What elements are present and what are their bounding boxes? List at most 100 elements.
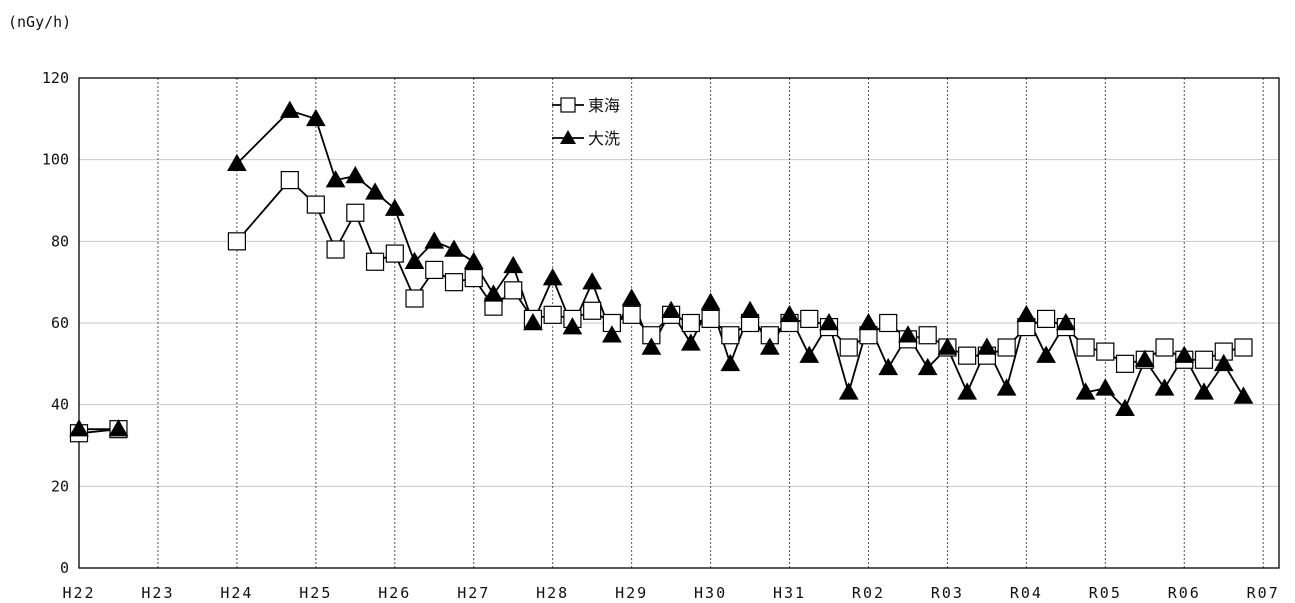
data-point	[1096, 342, 1115, 361]
data-point	[602, 325, 622, 343]
x-tick-label: H22	[62, 584, 95, 602]
data-point	[542, 268, 563, 286]
data-point	[838, 382, 859, 400]
data-point	[681, 313, 700, 333]
data-point	[720, 353, 741, 372]
data-point	[800, 309, 819, 329]
x-tick-label: R02	[852, 584, 885, 602]
y-tick-label: 40	[51, 396, 69, 414]
data-point	[444, 273, 464, 292]
data-point	[444, 239, 464, 257]
data-point	[1075, 382, 1096, 400]
x-tick-label: H26	[378, 584, 411, 602]
data-point	[701, 309, 720, 329]
x-tick-label: R07	[1247, 584, 1280, 602]
data-point	[279, 100, 300, 118]
data-point	[977, 337, 997, 355]
data-point	[1076, 338, 1095, 357]
x-tick-label: R05	[1089, 584, 1122, 602]
data-point	[799, 345, 820, 363]
y-tick-label: 100	[42, 151, 69, 169]
data-point	[661, 300, 681, 318]
x-tick-label: H31	[773, 584, 806, 602]
data-point	[483, 284, 504, 302]
x-tick-label: R03	[931, 584, 964, 602]
markers-filled-triangle	[69, 100, 1254, 437]
data-point	[1233, 386, 1254, 404]
series-filled-triangle	[79, 109, 1245, 431]
data-point	[69, 419, 89, 437]
data-point	[957, 382, 978, 400]
data-point	[582, 272, 603, 290]
legend-marker	[560, 97, 576, 113]
data-point	[562, 317, 583, 335]
data-point	[385, 244, 404, 263]
data-series	[69, 100, 1254, 443]
series-open-square	[78, 178, 1244, 435]
x-tick-label: H25	[299, 584, 332, 602]
data-point	[306, 195, 325, 214]
data-point	[227, 153, 247, 171]
data-point	[583, 301, 602, 320]
x-tick-label: R06	[1168, 584, 1201, 602]
x-tick-label: H23	[141, 584, 174, 602]
markers-open-square	[69, 170, 1253, 443]
data-point	[898, 325, 918, 343]
data-point	[1036, 345, 1056, 363]
data-point	[1134, 349, 1155, 367]
data-point	[858, 312, 879, 331]
y-tick-label: 80	[51, 232, 69, 250]
data-point	[365, 252, 385, 271]
x-tick-label: H27	[457, 584, 490, 602]
y-tick-labels: 0 20 40 60 80 100 120	[42, 69, 69, 577]
data-point	[1055, 312, 1076, 331]
data-point	[641, 337, 662, 355]
x-tick-label: H24	[220, 584, 253, 602]
data-point	[1155, 338, 1174, 357]
data-point	[305, 108, 326, 127]
legend-label: 大洗	[588, 129, 620, 148]
data-point	[1154, 378, 1175, 396]
data-point	[523, 312, 543, 331]
y-tick-label: 0	[60, 559, 69, 577]
data-point	[404, 251, 425, 269]
data-point	[1016, 304, 1037, 323]
y-tick-label: 120	[42, 69, 69, 87]
data-point	[917, 357, 938, 376]
data-point	[325, 170, 346, 188]
x-tick-label: R04	[1010, 584, 1043, 602]
data-point	[1095, 378, 1116, 396]
data-point	[879, 313, 898, 333]
data-point	[346, 203, 365, 222]
data-point	[543, 305, 562, 324]
data-point	[1037, 309, 1056, 329]
data-point	[997, 338, 1016, 357]
data-point	[227, 232, 246, 251]
x-tick-label: H30	[694, 584, 727, 602]
data-point	[958, 346, 977, 365]
data-point	[424, 231, 445, 249]
data-point	[463, 251, 484, 269]
data-point	[996, 378, 1017, 396]
data-point	[1213, 353, 1234, 372]
data-point	[839, 338, 858, 357]
data-point	[384, 198, 405, 216]
data-point	[504, 281, 523, 300]
y-tick-label: 60	[51, 314, 69, 332]
data-point	[918, 326, 937, 345]
data-point	[721, 326, 740, 345]
data-point	[365, 182, 385, 200]
data-point	[740, 300, 760, 318]
data-point	[878, 357, 899, 376]
data-point	[819, 312, 839, 331]
data-point	[1194, 382, 1214, 400]
data-point	[345, 165, 366, 184]
data-point	[503, 255, 524, 274]
data-point	[937, 337, 958, 355]
data-point	[464, 268, 483, 288]
y-tick-label: 20	[51, 477, 69, 495]
data-point	[1194, 350, 1214, 369]
data-point	[759, 337, 780, 355]
data-point	[326, 240, 345, 259]
